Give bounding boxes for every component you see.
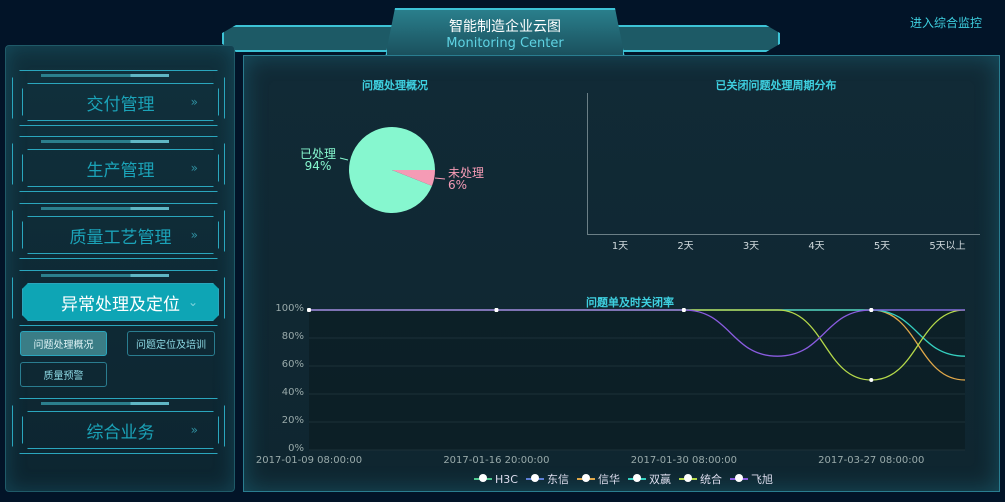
legend-item[interactable]: 双赢 [627, 471, 671, 487]
enter-monitoring-link[interactable]: 进入综合监控 [910, 16, 983, 30]
y-tick: 20% [281, 415, 304, 426]
app-title: 智能制造企业云图 [449, 19, 561, 35]
x-tick: 2017-01-16 20:00:00 [443, 455, 550, 466]
card-decoration [41, 274, 169, 277]
legend-item[interactable]: 东信 [525, 471, 569, 487]
legend-item[interactable]: 飞旭 [729, 471, 773, 487]
bar-x-axis [587, 234, 980, 235]
header-wing-right [608, 25, 780, 52]
menu-item-quality-process[interactable]: 质量工艺管理 » [22, 216, 219, 254]
menu-card-quality-process: 质量工艺管理 » [12, 203, 225, 259]
legend-marker-icon [729, 474, 748, 482]
x-tick: 2017-03-27 08:00:00 [818, 455, 925, 466]
menu-item-label: 交付管理 [86, 94, 155, 115]
legend-item[interactable]: 信华 [576, 471, 620, 487]
menu-item-exception-handling[interactable]: 异常处理及定位 ⌄ [22, 283, 219, 321]
data-point[interactable] [494, 308, 499, 312]
chevron-down-icon: ⌄ [187, 295, 198, 309]
card-decoration [41, 74, 169, 77]
bar-x-tick: 4天 [808, 241, 825, 252]
data-point[interactable] [681, 308, 686, 312]
menu-card-delivery: 交付管理 » [12, 70, 225, 126]
bar-x-tick: 5天以上 [929, 241, 966, 252]
y-tick: 60% [281, 359, 304, 370]
legend-item[interactable]: H3C [474, 471, 518, 487]
data-point[interactable] [307, 308, 311, 312]
double-chevron-right-icon: » [190, 423, 198, 437]
double-chevron-right-icon: » [190, 161, 198, 175]
line-legend: H3C 东信 信华 双赢 统合 飞旭 [474, 471, 773, 487]
bar-y-axis [587, 93, 588, 234]
pie-label-line-processed [339, 157, 349, 161]
legend-marker-icon [525, 474, 544, 482]
pie-slice-processed[interactable] [349, 126, 435, 213]
legend-item[interactable]: 统合 [678, 471, 722, 487]
subitem-problem-location-training[interactable]: 问题定位及培训 [127, 331, 215, 356]
menu-item-production[interactable]: 生产管理 » [22, 149, 219, 187]
legend-marker-icon [678, 474, 697, 482]
subitem-problem-overview[interactable]: 问题处理概况 [20, 331, 107, 356]
menu-card-integrated-business: 综合业务 » [12, 398, 225, 454]
menu-card-exception-handling: 异常处理及定位 ⌄ [12, 270, 225, 326]
x-tick: 2017-01-09 08:00:00 [255, 455, 363, 466]
bar-title: 已关闭问题处理周期分布 [715, 79, 837, 92]
bar-x-tick: 2天 [677, 241, 694, 252]
pie-chart [339, 126, 446, 213]
x-tick: 2017-01-30 08:00:00 [630, 455, 737, 466]
y-tick: 100% [275, 303, 304, 314]
app-subtitle: Monitoring Center [446, 36, 564, 51]
legend-marker-icon [576, 474, 595, 482]
line-plot-area [309, 310, 965, 450]
y-tick: 80% [281, 331, 304, 342]
sidebar [5, 45, 235, 492]
pie-label-processed: 已处理 94% [300, 147, 337, 173]
line-title: 问题单及时关闭率 [586, 296, 674, 309]
double-chevron-right-icon: » [190, 228, 198, 242]
bar-x-tick: 3天 [742, 241, 760, 252]
legend-marker-icon [627, 474, 646, 482]
legend-marker-icon [474, 474, 492, 482]
pie-label-line-unprocessed [434, 177, 446, 180]
bar-x-tick: 1天 [611, 241, 629, 252]
menu-item-label: 异常处理及定位 [61, 294, 180, 315]
card-decoration [41, 140, 169, 143]
pie-title: 问题处理概况 [362, 79, 428, 92]
header-wing-left [222, 25, 402, 52]
menu-card-production: 生产管理 » [12, 136, 225, 192]
menu-item-integrated-business[interactable]: 综合业务 » [22, 411, 219, 449]
card-decoration [41, 402, 169, 405]
pie-slice-unprocessed[interactable] [392, 170, 435, 186]
menu-item-delivery[interactable]: 交付管理 » [22, 83, 219, 121]
data-point[interactable] [869, 308, 874, 312]
bar-x-tick: 5天 [873, 241, 891, 252]
card-decoration [41, 207, 169, 210]
data-point[interactable] [869, 378, 874, 382]
series-line-飞旭[interactable] [309, 309, 965, 357]
pie-label-unprocessed: 未处理 6% [448, 166, 485, 192]
menu-item-label: 综合业务 [86, 422, 155, 443]
menu-item-label: 生产管理 [86, 160, 155, 181]
y-tick: 0% [288, 443, 304, 454]
subitem-quality-warning[interactable]: 质量预警 [20, 362, 107, 387]
y-tick: 40% [281, 387, 304, 398]
double-chevron-right-icon: » [190, 95, 198, 109]
menu-item-label: 质量工艺管理 [69, 227, 172, 248]
